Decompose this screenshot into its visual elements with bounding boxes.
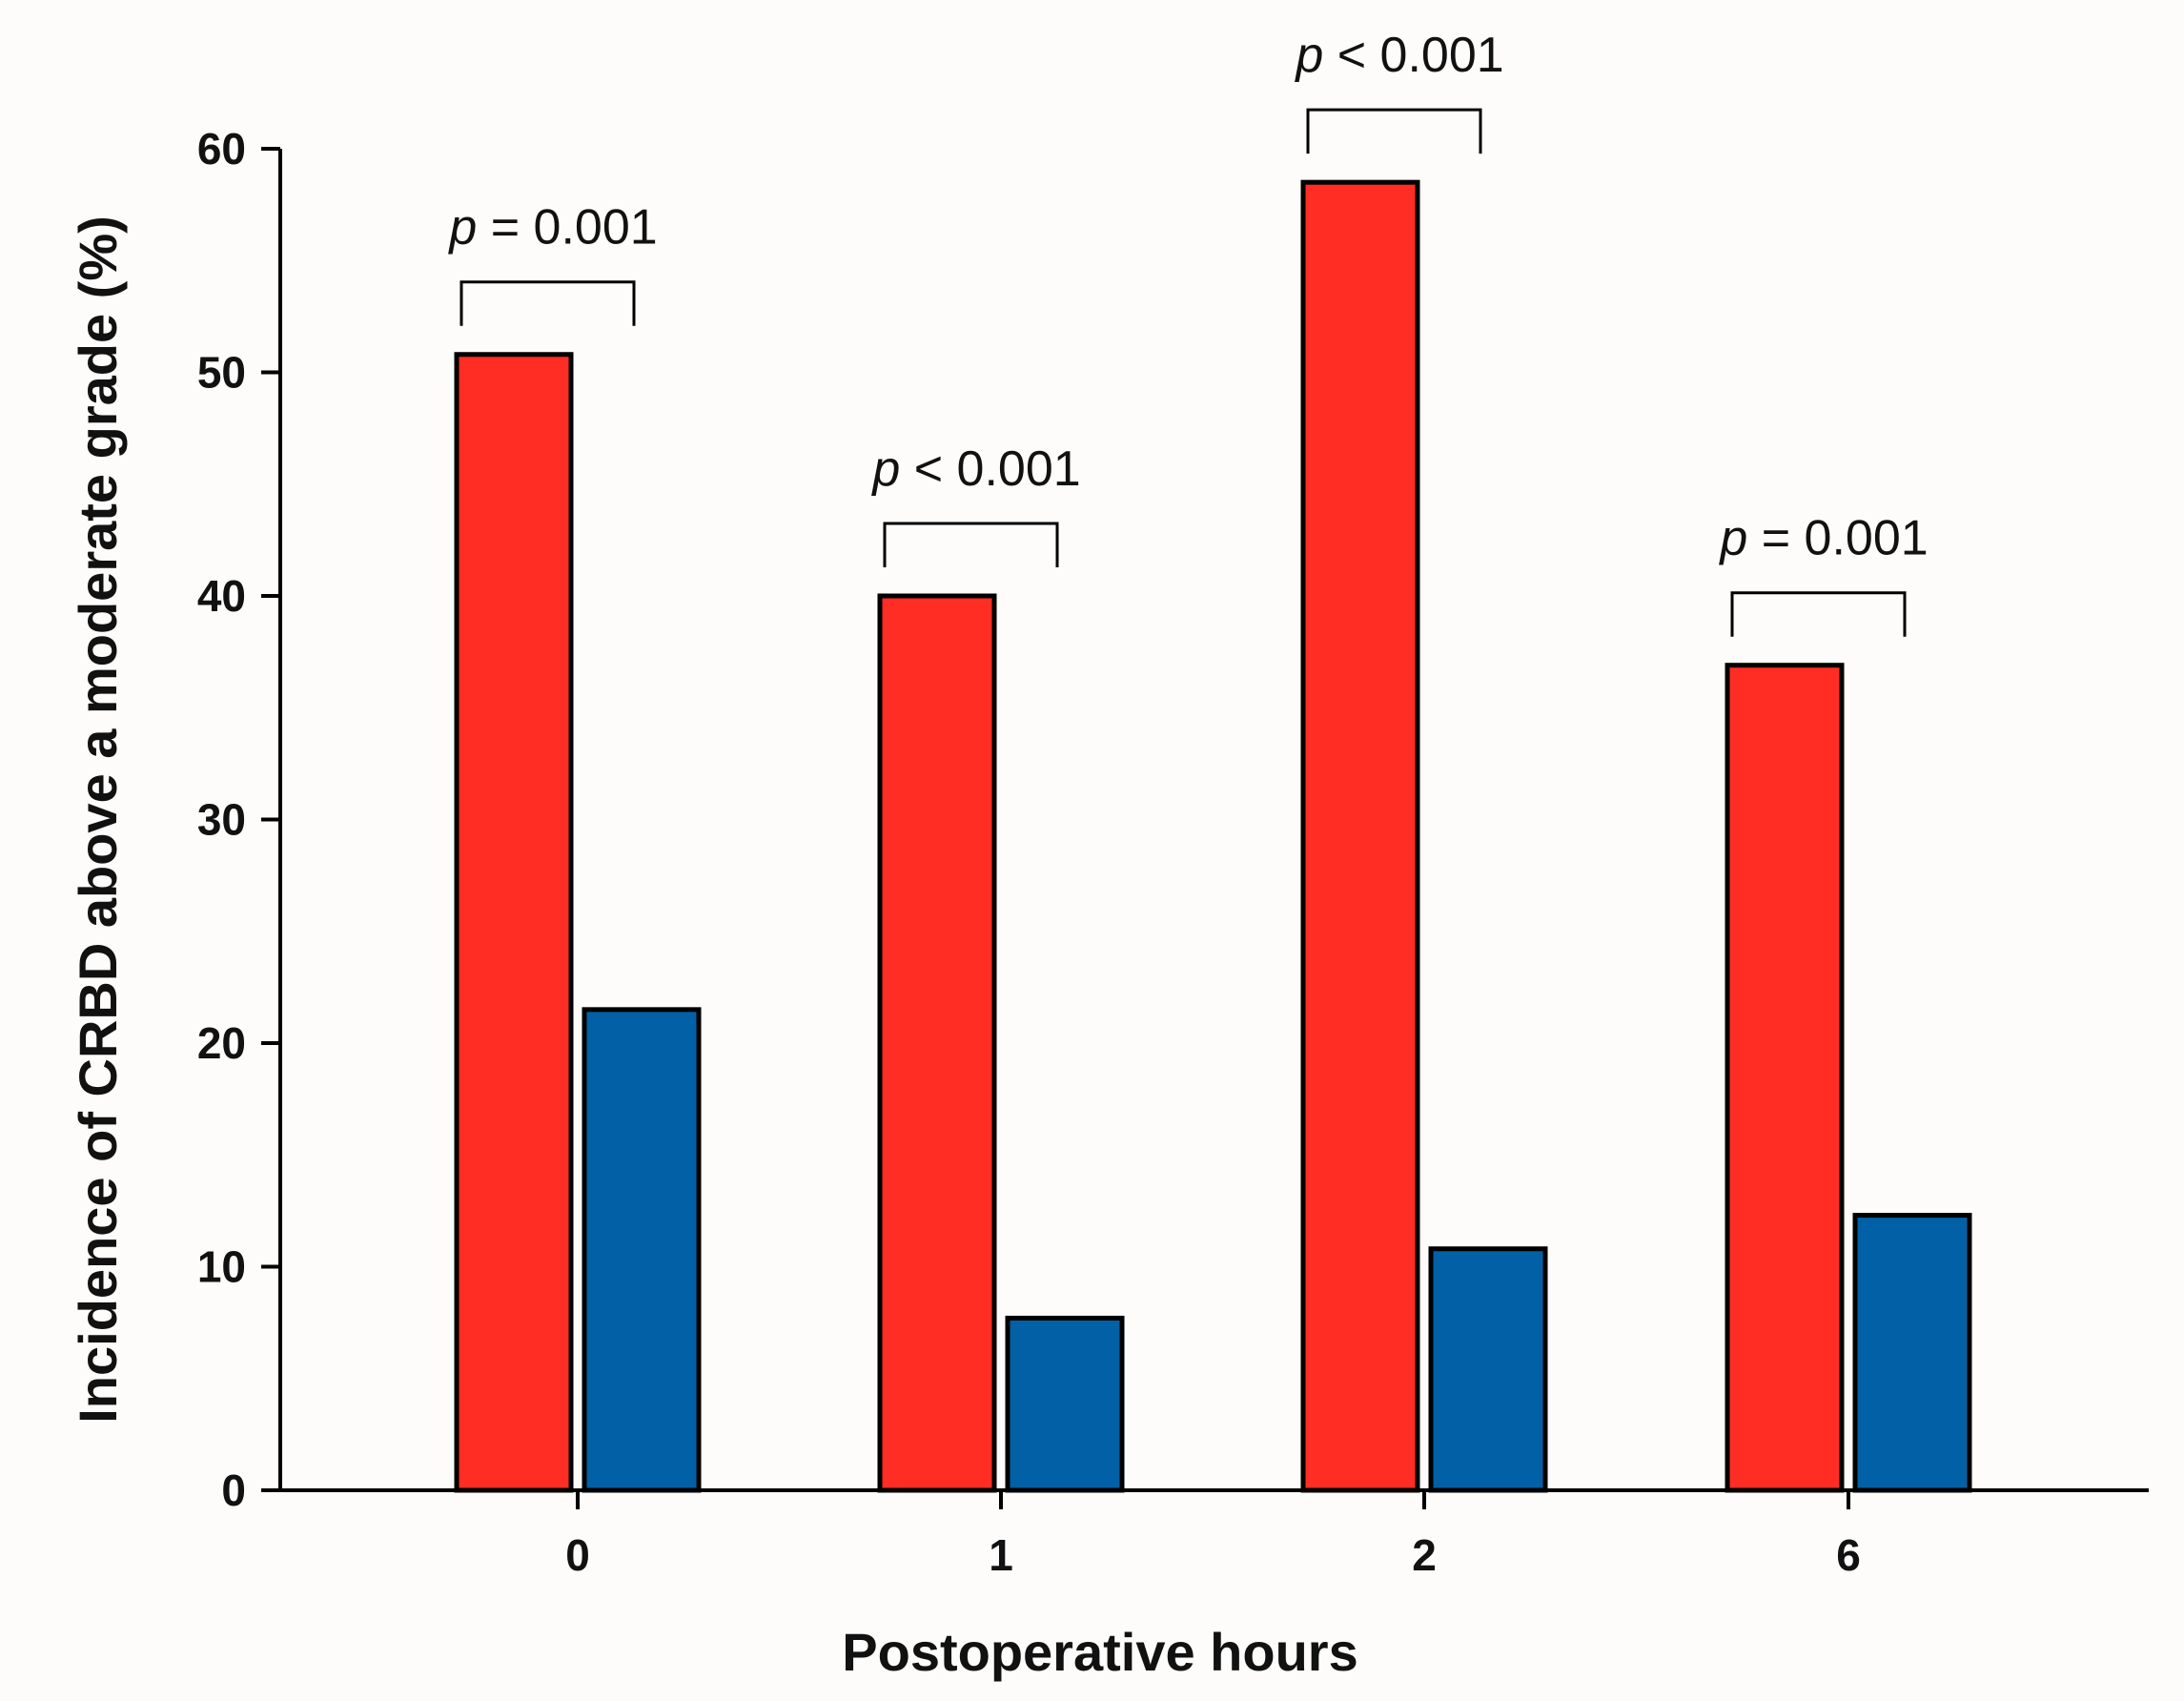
x-tick-label-0: 0 bbox=[565, 1530, 590, 1580]
bar-series1-6 bbox=[1725, 663, 1845, 1493]
significance-bracket-2 bbox=[1306, 108, 1482, 154]
p-value-label-1: p < 0.001 bbox=[870, 441, 1080, 497]
y-tick-label-10: 10 bbox=[197, 1242, 246, 1292]
y-tick-label-60: 60 bbox=[197, 124, 246, 174]
bar-series1-1 bbox=[877, 593, 997, 1493]
significance-bracket-0 bbox=[459, 280, 636, 326]
bar-series1-0 bbox=[454, 352, 574, 1493]
bar-series2-0 bbox=[582, 1007, 702, 1493]
y-tick-label-40: 40 bbox=[197, 571, 246, 621]
p-value-label-2: p < 0.001 bbox=[1294, 28, 1503, 83]
y-axis-title: Incidence of CRBD above a moderate grade… bbox=[68, 215, 128, 1424]
significance-layer: p = 0.001 p < 0.001 p < 0.001 p = 0.001 bbox=[447, 28, 1929, 637]
y-tick-label-0: 0 bbox=[221, 1465, 246, 1515]
x-tick-label-6: 6 bbox=[1836, 1530, 1861, 1580]
bar-series2-2 bbox=[1428, 1246, 1548, 1493]
bar-series2-1 bbox=[1005, 1315, 1125, 1493]
x-tick-label-2: 2 bbox=[1412, 1530, 1437, 1580]
significance-bracket-1 bbox=[883, 522, 1059, 567]
y-tick-label-20: 20 bbox=[197, 1018, 246, 1068]
ticks-layer: 0 10 20 30 40 50 60 0 1 2 6 bbox=[197, 124, 1861, 1580]
bar-series2-6 bbox=[1852, 1213, 1972, 1493]
y-tick-label-50: 50 bbox=[197, 348, 246, 398]
x-tick-label-1: 1 bbox=[989, 1530, 1013, 1580]
y-tick-label-30: 30 bbox=[197, 795, 246, 845]
bar-series1-2 bbox=[1300, 179, 1420, 1493]
p-value-label-6: p = 0.001 bbox=[1718, 511, 1928, 566]
p-value-label-0: p = 0.001 bbox=[447, 200, 657, 256]
bars-layer bbox=[454, 179, 1972, 1493]
x-axis-title: Postoperative hours bbox=[842, 1622, 1357, 1682]
significance-bracket-6 bbox=[1730, 591, 1907, 637]
